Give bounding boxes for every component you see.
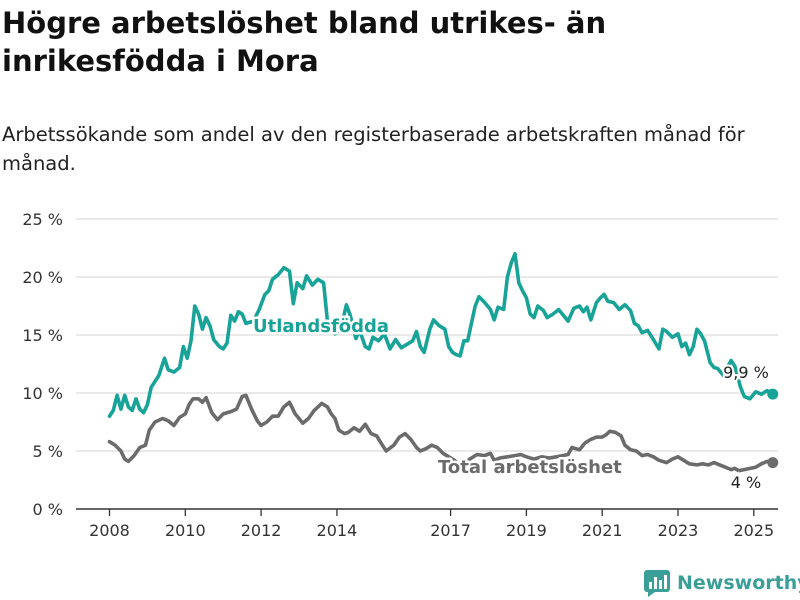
series-lines [107,252,779,473]
x-tick-label: 2010 [165,521,206,540]
y-tick-label: 25 % [22,210,63,229]
x-tick-label: 2019 [506,521,547,540]
x-tick-label: 2008 [89,521,130,540]
end-point-utlandsfodda [767,388,779,400]
x-tick-label: 2023 [658,521,699,540]
x-axis-ticks: 2008 2010 2012 2014 2017 2019 2021 2023 2025 [89,509,774,540]
series-label-total: Total arbetslöshet [438,457,622,478]
series-line-total [107,393,775,473]
x-tick-label: 2021 [582,521,623,540]
chart-subtitle: Arbetssökande som andel av den registerb… [2,123,745,175]
newsworthy-logo: Newsworthy [644,569,800,597]
brand-name: Newsworthy [677,572,800,594]
newsworthy-logo-icon [644,569,670,597]
x-tick-label: 2014 [317,521,358,540]
y-tick-label: 10 % [22,384,63,403]
y-tick-label: 20 % [22,268,63,287]
y-tick-label: 15 % [22,326,63,345]
series-label-utlandsfodda: Utlandsfödda [253,316,389,337]
end-label-utlandsfodda: 9,9 % [723,363,769,382]
end-label-total: 4 % [731,473,761,492]
end-point-total [767,457,779,469]
y-tick-label: 0 % [33,500,63,519]
x-tick-label: 2017 [430,521,471,540]
x-tick-label: 2025 [733,521,774,540]
series-labels: Utlandsfödda Total arbetslöshet 9,9 % 4 % [251,314,771,495]
chart-title: Högre arbetslöshet bland utrikes- än inr… [2,6,607,78]
series-line-utlandsfodda [107,252,775,418]
x-tick-label: 2012 [241,521,282,540]
y-axis-tick-labels: 0 % 5 % 10 % 15 % 20 % 25 % [22,210,63,519]
y-tick-label: 5 % [33,442,63,461]
